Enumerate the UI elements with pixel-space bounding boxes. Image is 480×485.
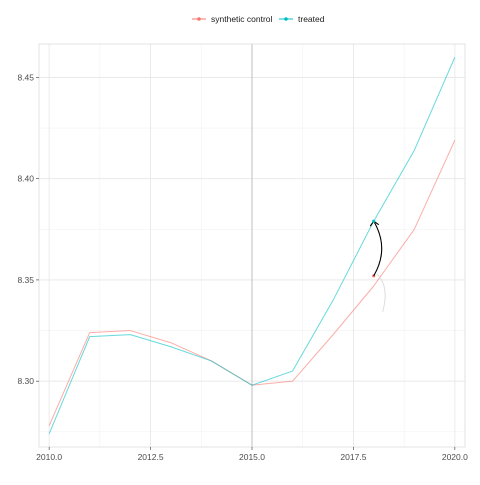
series-line	[48, 56, 456, 435]
legend-label: synthetic control	[211, 14, 273, 24]
x-tick-label: 2015.0	[239, 452, 265, 462]
y-tick-label: 8.35	[17, 275, 34, 285]
x-tick-label: 2010.0	[36, 452, 62, 462]
legend-item: synthetic control	[192, 14, 273, 24]
x-tick-label: 2017.5	[340, 452, 366, 462]
annotation-shadow-curve	[376, 273, 386, 313]
y-tick-label: 8.40	[17, 174, 34, 184]
x-tick-label: 2020.0	[442, 452, 468, 462]
axes: 2010.0 2012.5 2015.0 2017.5 2020.0 8.30 8.35 8.…	[17, 43, 468, 462]
annotation-arrow-curve	[373, 220, 383, 277]
data-series	[48, 44, 456, 447]
legend: synthetic control treated	[192, 14, 325, 24]
y-tick-label: 8.45	[17, 72, 34, 82]
legend-label: treated	[298, 14, 325, 24]
legend-key-point	[197, 17, 201, 21]
y-tick-label: 8.30	[17, 376, 34, 386]
legend-item: treated	[279, 14, 325, 24]
x-tick-label: 2012.5	[138, 452, 164, 462]
legend-key-point	[284, 17, 288, 21]
annotation-end-point	[372, 219, 376, 223]
